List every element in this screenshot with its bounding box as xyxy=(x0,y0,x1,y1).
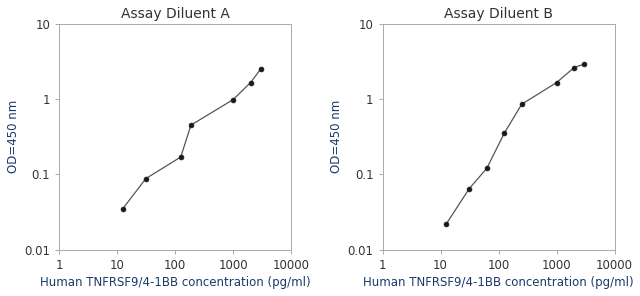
Y-axis label: OD=450 nm: OD=450 nm xyxy=(7,100,20,173)
Title: Assay Diluent A: Assay Diluent A xyxy=(121,7,230,21)
Y-axis label: OD=450 nm: OD=450 nm xyxy=(330,100,344,173)
X-axis label: Human TNFRSF9/4-1BB concentration (pg/ml): Human TNFRSF9/4-1BB concentration (pg/ml… xyxy=(364,276,634,289)
X-axis label: Human TNFRSF9/4-1BB concentration (pg/ml): Human TNFRSF9/4-1BB concentration (pg/ml… xyxy=(40,276,310,289)
Title: Assay Diluent B: Assay Diluent B xyxy=(444,7,553,21)
